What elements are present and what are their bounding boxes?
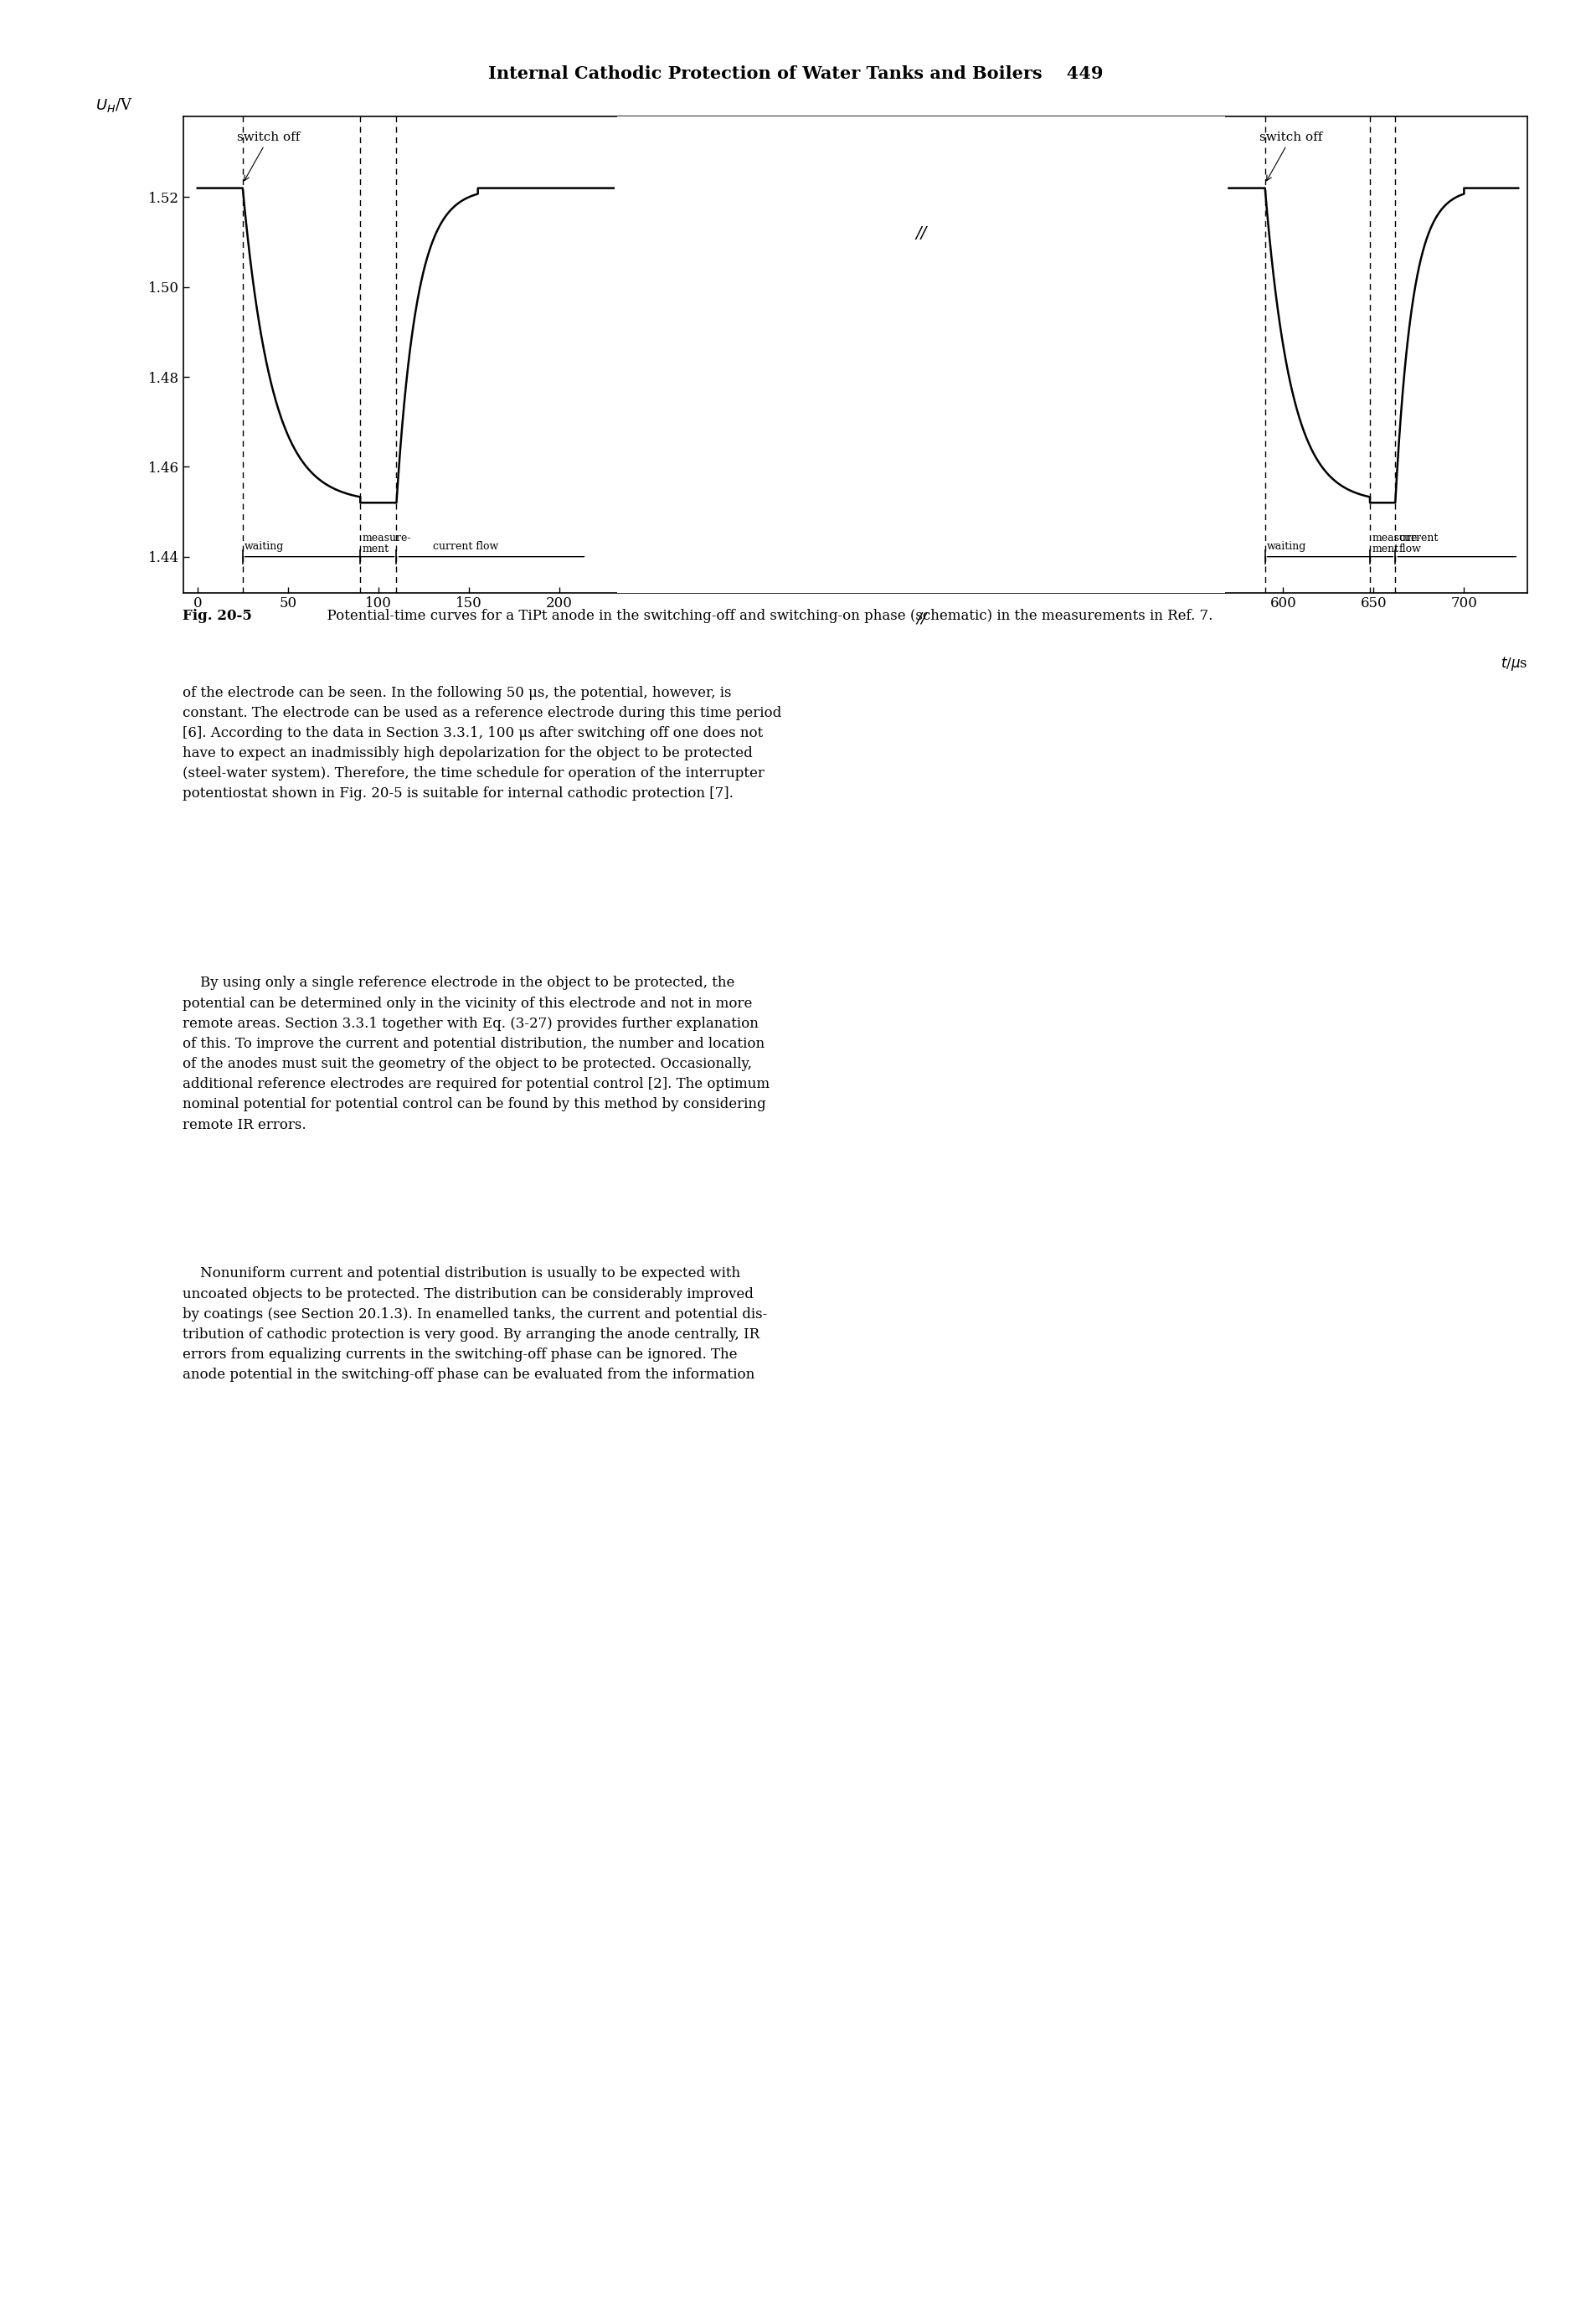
Text: switch off: switch off (1260, 132, 1322, 181)
Text: $U_H$/V: $U_H$/V (95, 95, 132, 114)
Text: ment: ment (1371, 544, 1398, 555)
Text: current: current (1398, 532, 1438, 544)
Text: measure-: measure- (1371, 532, 1421, 544)
Text: Potential-time curves for a TiPt anode in the switching-off and switching-on pha: Potential-time curves for a TiPt anode i… (318, 609, 1212, 623)
Text: switch off: switch off (237, 132, 301, 181)
Text: Fig. 20-5: Fig. 20-5 (183, 609, 253, 623)
Text: //: // (916, 611, 926, 625)
Text: Internal Cathodic Protection of Water Tanks and Boilers    449: Internal Cathodic Protection of Water Ta… (488, 65, 1103, 81)
Text: flow: flow (1398, 544, 1421, 555)
Text: Nonuniform current and potential distribution is usually to be expected with
unc: Nonuniform current and potential distrib… (183, 1267, 767, 1383)
Text: waiting: waiting (245, 541, 285, 553)
Bar (617, 107, 1225, 602)
Text: waiting: waiting (1266, 541, 1306, 553)
Text: By using only a single reference electrode in the object to be protected, the
po: By using only a single reference electro… (183, 976, 770, 1132)
Text: of the electrode can be seen. In the following 50 μs, the potential, however, is: of the electrode can be seen. In the fol… (183, 686, 781, 802)
Text: //: // (916, 225, 926, 242)
Text: measure-: measure- (363, 532, 410, 544)
Text: current flow: current flow (433, 541, 498, 553)
Text: ment: ment (363, 544, 388, 555)
Text: $t$/$\mu$s: $t$/$\mu$s (1500, 655, 1527, 672)
